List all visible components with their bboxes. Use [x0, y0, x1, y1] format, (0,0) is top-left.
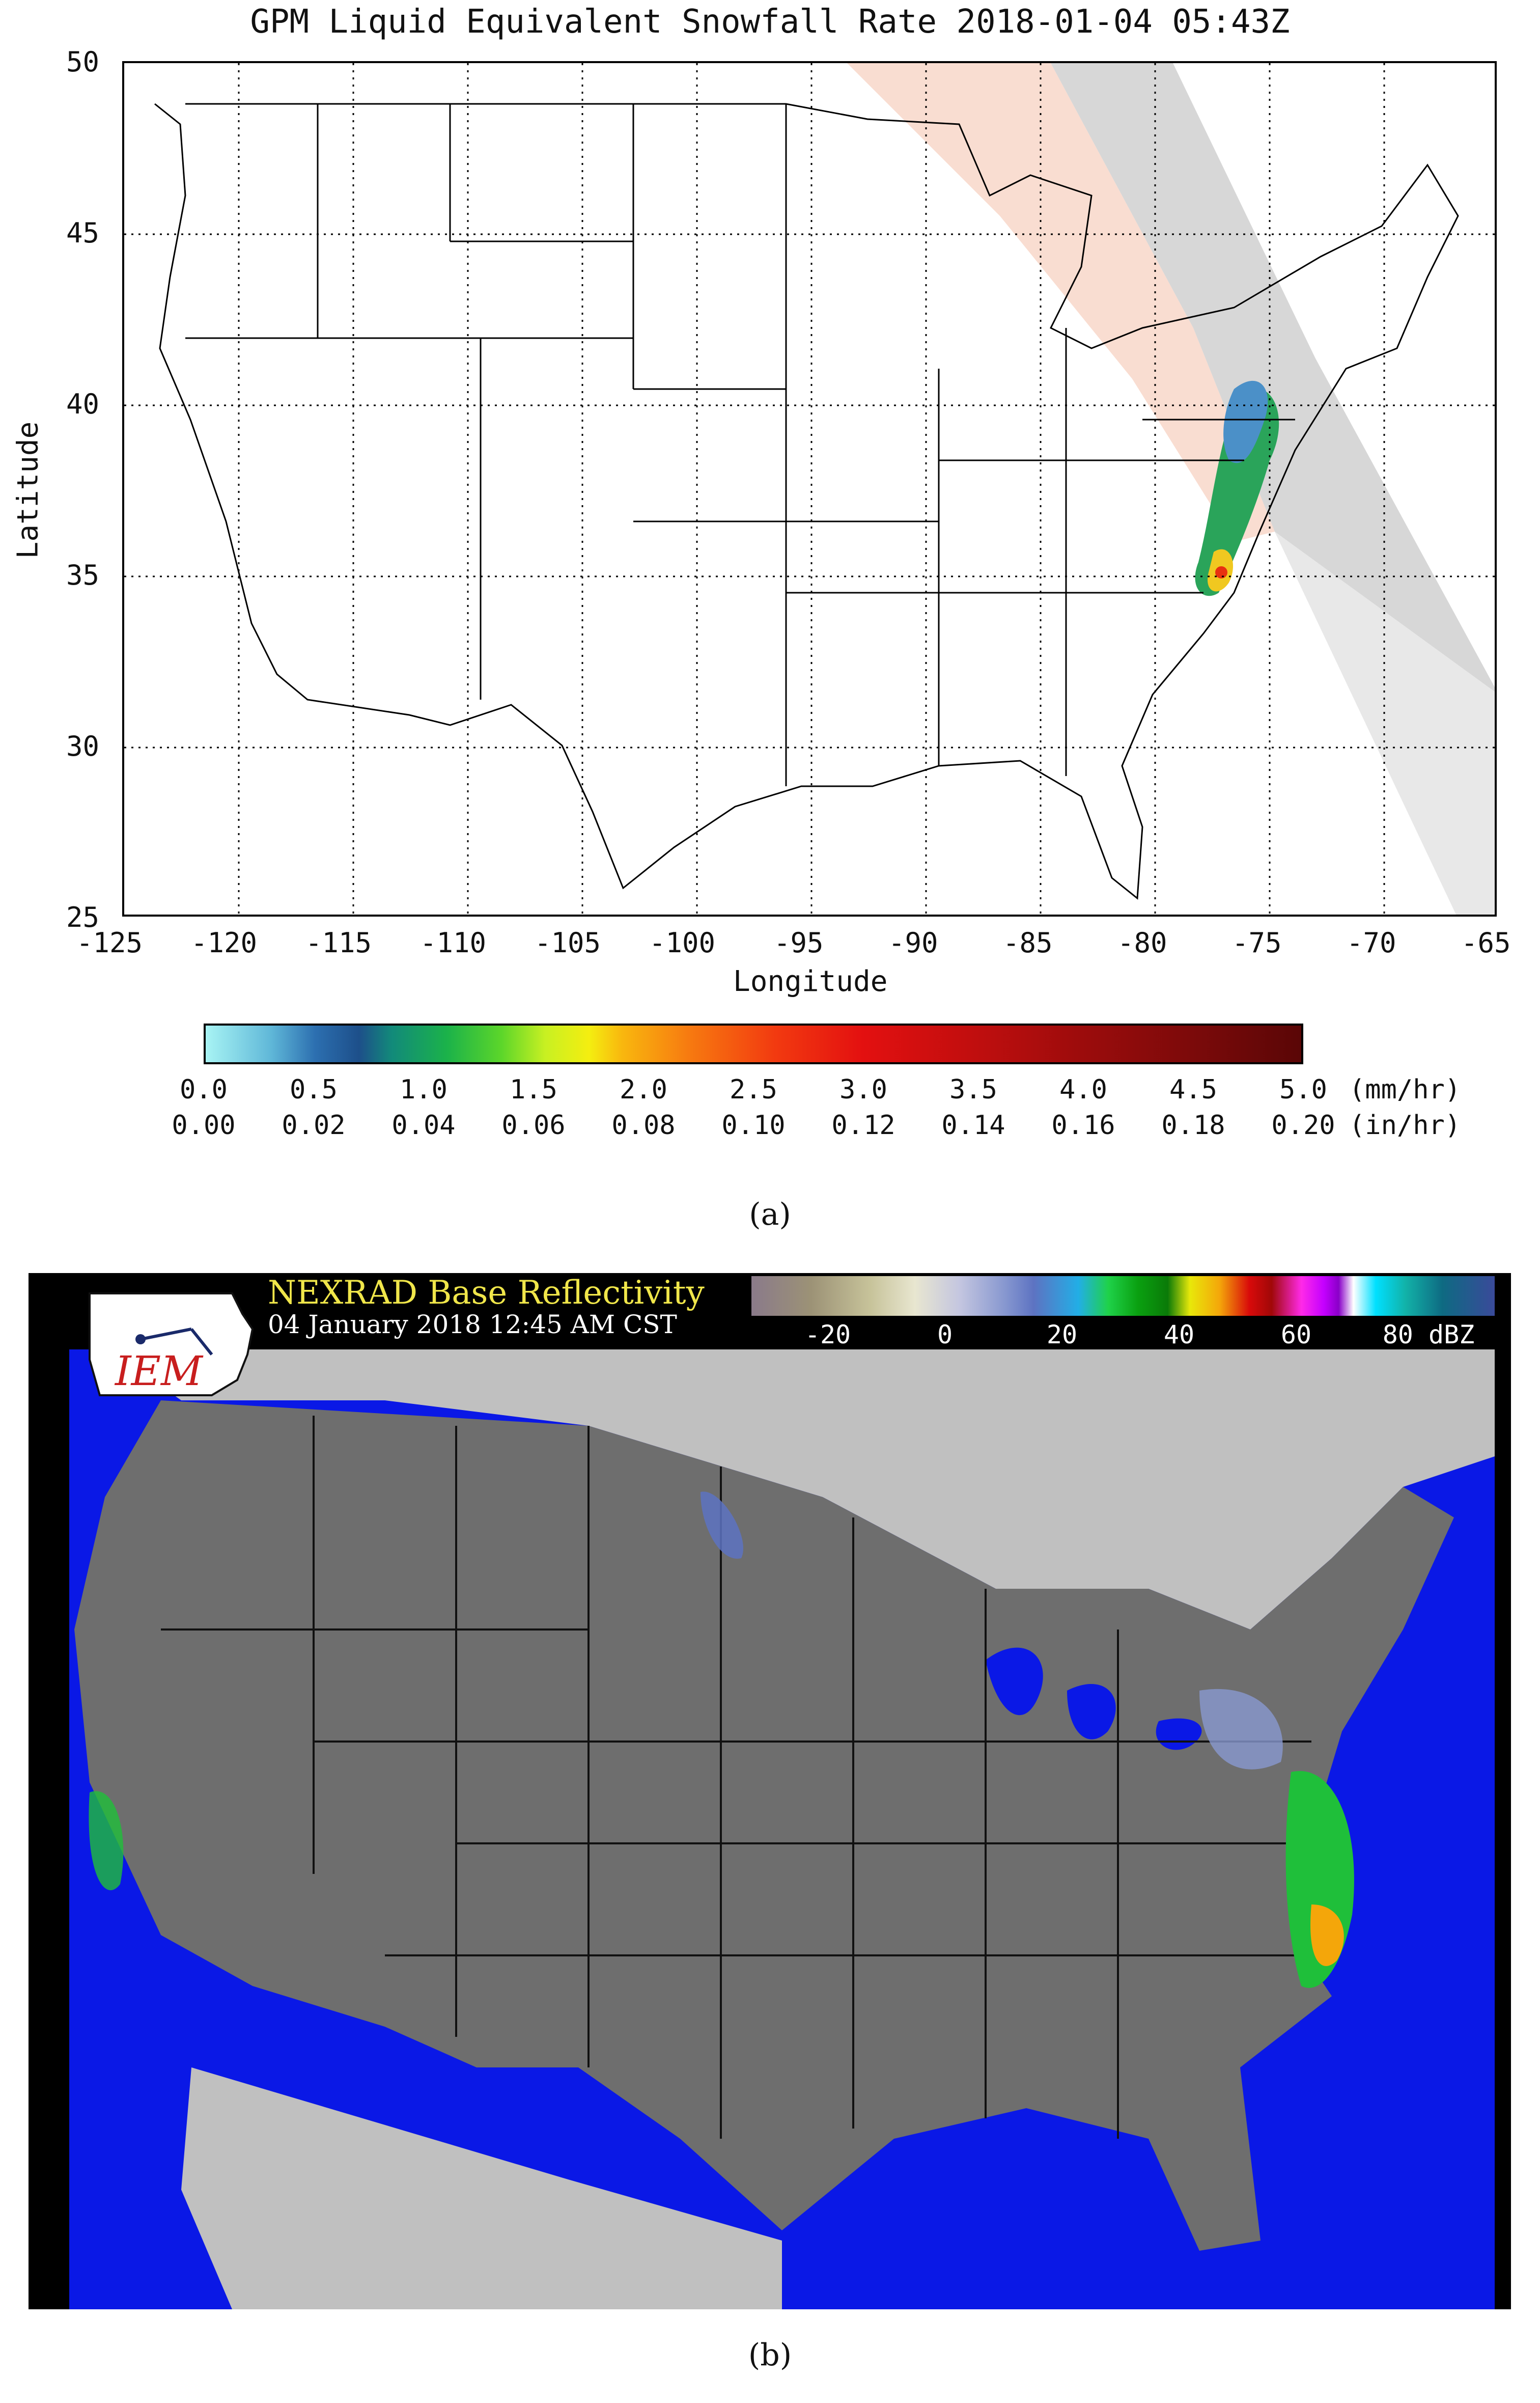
x-tick-label: -115: [305, 927, 372, 959]
dbz-tick-label: -20: [804, 1320, 851, 1349]
x-tick-label: -120: [191, 927, 258, 959]
cb-mm-label: 3.5: [949, 1074, 997, 1105]
mexico-land: [181, 2067, 782, 2309]
cb-in-label: 0.06: [501, 1110, 566, 1141]
snowfall-peak: [1215, 566, 1227, 578]
cb-mm-label: 2.5: [730, 1074, 777, 1105]
iem-logo-text: IEM: [114, 1347, 204, 1395]
cb-in-label: 0.18: [1161, 1110, 1225, 1141]
cb-in-label: 0.20: [1271, 1110, 1335, 1141]
dbz-tick-label: 80 dBZ: [1382, 1320, 1475, 1349]
cb-in-label: 0.12: [831, 1110, 895, 1141]
x-tick-label: -90: [888, 927, 938, 959]
cb-mm-label: 0.0: [180, 1074, 228, 1105]
cb-mm-label: 0.5: [290, 1074, 338, 1105]
cb-mm-label: 4.5: [1169, 1074, 1217, 1105]
snowfall-colorbar: [204, 1024, 1303, 1064]
snowfall-band-blue: [1223, 380, 1268, 463]
y-tick-label: 25: [66, 901, 100, 933]
cb-in-label: 0.04: [391, 1110, 456, 1141]
cb-mm-unit: (mm/hr): [1349, 1074, 1461, 1105]
dbz-tick-label: 40: [1163, 1320, 1195, 1349]
map-plot-area: [122, 61, 1497, 917]
cb-mm-label: 1.0: [400, 1074, 447, 1105]
cb-in-label: 0.10: [721, 1110, 786, 1141]
cb-mm-label: 5.0: [1279, 1074, 1327, 1105]
dbz-tick-label: 0: [937, 1320, 953, 1349]
x-tick-label: -80: [1117, 927, 1167, 959]
dbz-colorbar: [751, 1276, 1495, 1316]
precip-north-dakota: [701, 1491, 743, 1559]
y-tick-label: 50: [66, 46, 100, 78]
y-axis-title: Latitude: [11, 421, 45, 559]
precip-east-coast-core: [1310, 1904, 1344, 1966]
cb-mm-label: 3.0: [839, 1074, 887, 1105]
x-tick-label: -65: [1461, 927, 1511, 959]
state-boundaries: [161, 1416, 1322, 2139]
precip-west-coast: [89, 1791, 124, 1890]
great-lake: [986, 1647, 1043, 1716]
x-tick-label: -70: [1347, 927, 1396, 959]
x-tick-label: -125: [76, 927, 143, 959]
nexrad-date: 04 January 2018 12:45 AM CST: [268, 1310, 677, 1339]
x-tick-label: -105: [535, 927, 601, 959]
x-tick-label: -85: [1003, 927, 1053, 959]
great-lake: [1067, 1684, 1116, 1739]
x-tick-label: -110: [420, 927, 487, 959]
cb-in-label: 0.08: [611, 1110, 676, 1141]
panel-b-nexrad-map: IEM NEXRAD Base Reflectivity 04 January …: [29, 1273, 1511, 2309]
y-tick-label: 30: [66, 730, 100, 762]
cb-in-label: 0.14: [941, 1110, 1005, 1141]
cb-mm-label: 2.0: [620, 1074, 667, 1105]
y-tick-label: 35: [66, 559, 100, 591]
x-tick-label: -75: [1232, 927, 1282, 959]
panel-a-gpm-map: GPM Liquid Equivalent Snowfall Rate 2018…: [11, 3, 1511, 1232]
precip-northeast: [1199, 1689, 1283, 1770]
swath-light: [1275, 532, 1495, 915]
y-tick-label: 45: [66, 217, 100, 249]
cb-mm-label: 1.5: [510, 1074, 557, 1105]
iem-logo-icon: IEM: [89, 1292, 254, 1396]
us-land: [74, 1400, 1454, 2251]
caption-a: (a): [749, 1197, 791, 1232]
nexrad-map-svg: [69, 1349, 1495, 2309]
cb-in-unit: (in/hr): [1349, 1110, 1461, 1141]
nexrad-title: NEXRAD Base Reflectivity: [268, 1274, 705, 1312]
dbz-tick-label: 20: [1046, 1320, 1078, 1349]
iem-logo: IEM: [79, 1283, 268, 1405]
map-svg: [124, 63, 1495, 915]
snowfall-band: [1195, 387, 1279, 596]
cb-in-label: 0.00: [172, 1110, 236, 1141]
grid-lines: [124, 63, 1495, 915]
cb-in-label: 0.02: [282, 1110, 346, 1141]
swath-pink: [847, 63, 1275, 542]
us-boundaries: [154, 103, 1459, 900]
dbz-tick-label: 60: [1280, 1320, 1312, 1349]
dbz-legend: -20 0 20 40 60 80 dBZ: [751, 1273, 1495, 1349]
x-axis-title: Longitude: [733, 965, 888, 998]
caption-b: (b): [748, 2337, 792, 2373]
x-tick-label: -95: [774, 927, 824, 959]
plot-title: GPM Liquid Equivalent Snowfall Rate 2018…: [250, 3, 1290, 41]
cb-in-label: 0.16: [1051, 1110, 1115, 1141]
cb-mm-label: 4.0: [1059, 1074, 1107, 1105]
x-tick-label: -100: [649, 927, 716, 959]
y-tick-label: 40: [66, 388, 100, 420]
canada-land: [110, 1349, 1495, 1629]
